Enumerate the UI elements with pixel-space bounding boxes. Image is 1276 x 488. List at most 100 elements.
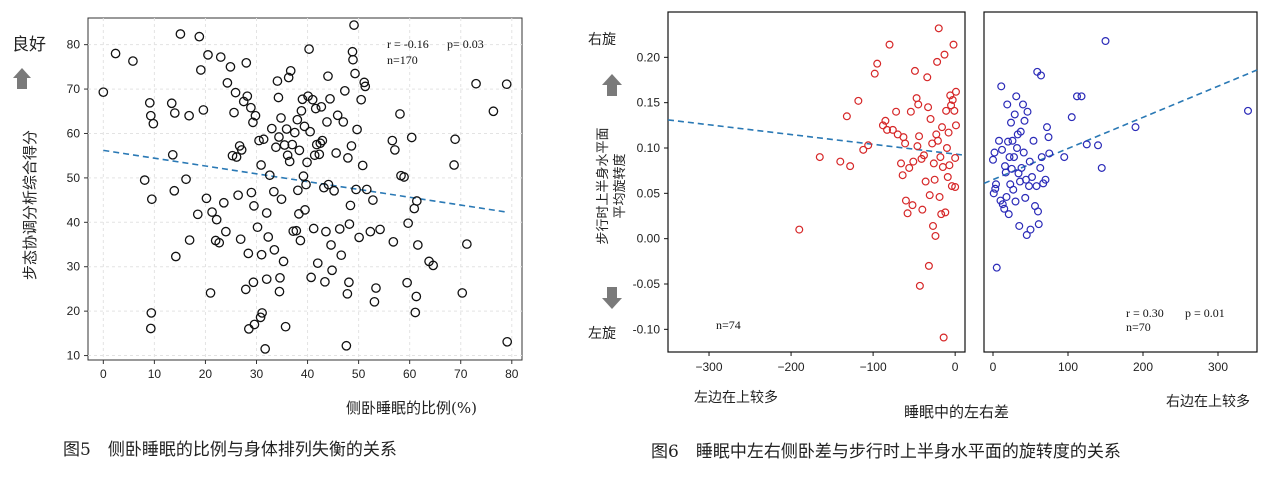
fig5-data-point (285, 66, 296, 76)
fig6-left-data-point (846, 162, 855, 171)
fig6-left-plot-area (667, 11, 966, 353)
fig5-data-point (250, 110, 261, 121)
fig6-caption: 图6 睡眠中左右侧卧差与步行时上半身水平面的旋转度的关系 (651, 442, 1121, 462)
fig5-data-point (221, 226, 231, 237)
fig6-left-data-point (905, 163, 914, 172)
fig5-data-point (323, 71, 333, 82)
fig6-left-data-point (873, 59, 882, 68)
fig5-x-axis-label: 侧卧睡眠的比例(%) (346, 399, 477, 417)
fig5-data-point (457, 288, 468, 298)
fig5-data-point (144, 97, 155, 108)
fig5-data-point (365, 226, 376, 237)
fig5-data-point (350, 68, 360, 79)
fig5-data-point (215, 52, 226, 62)
fig5-data-point (462, 239, 472, 249)
fig6-left-data-point (926, 114, 935, 123)
fig5-data-point (310, 103, 321, 114)
fig6-left-data-point (933, 57, 942, 66)
fig6-left-data-point (925, 191, 934, 200)
fig6-left-data-point (938, 123, 947, 132)
fig5-data-point (284, 156, 295, 167)
fig5-data-point (181, 174, 191, 185)
fig5-data-point (329, 185, 339, 196)
fig6-left-data-point (909, 157, 918, 166)
fig6-left-data-point (915, 132, 924, 141)
fig6-left-data-point (951, 182, 960, 191)
fig5-data-point (317, 135, 328, 146)
fig5-data-point (233, 190, 243, 201)
fig5-x-tick-label: 20 (199, 367, 213, 381)
fig6-left-data-point (942, 144, 951, 153)
fig6-right-data-point (1011, 197, 1020, 206)
fig5-data-point (249, 319, 260, 330)
fig6-left-data-point (919, 151, 928, 160)
fig6-right-data-point (991, 180, 1000, 189)
fig6-right-data-point (1020, 116, 1029, 125)
fig5-data-point (271, 142, 281, 153)
fig6-right-data-point (1008, 136, 1017, 145)
fig5-data-point (294, 145, 305, 156)
fig6-left-data-point (948, 95, 957, 104)
fig5-data-point (248, 117, 258, 128)
fig5-data-point (246, 187, 257, 198)
fig6-right-data-point (1042, 123, 1051, 132)
fig5-data-point (287, 139, 298, 150)
fig6-left-data-point (881, 116, 890, 125)
fig5-data-point (207, 207, 217, 217)
fig5-data-point (320, 276, 330, 287)
fig6-left-x-tick-label: −100 (860, 360, 887, 374)
fig6-right-data-point (1022, 231, 1031, 240)
fig5-data-point (169, 108, 180, 118)
fig6-left-data-point (934, 24, 943, 33)
fig5-data-point (272, 76, 283, 86)
fig6-right-stat-p: p = 0.01 (1185, 306, 1225, 320)
fig6-left-data-point (859, 145, 868, 154)
fig5-data-point (148, 118, 159, 129)
fig6-right-data-point (1024, 182, 1033, 191)
fig6-left-x-tick-label: −300 (696, 360, 723, 374)
fig5-x-tick-label: 60 (403, 367, 417, 381)
fig6-left-data-point (897, 159, 906, 168)
fig5-trend-line (103, 149, 507, 213)
fig5-data-point (261, 208, 272, 218)
fig5-data-point (276, 194, 287, 205)
fig6-right-data-point (1021, 193, 1030, 202)
fig5-data-point (175, 29, 186, 39)
fig5-data-point (167, 149, 178, 160)
fig5-data-point (269, 244, 280, 255)
fig5-data-point (235, 234, 246, 245)
fig6-right-data-point (1093, 141, 1102, 150)
fig5-data-point (240, 284, 251, 295)
fig5-data-point (198, 105, 209, 115)
fig5-data-point (428, 260, 439, 271)
fig5-data-point (256, 160, 266, 170)
fig5-data-point (412, 240, 423, 250)
fig5-data-point (369, 296, 380, 307)
fig5-data-point (305, 126, 315, 137)
fig6-right-data-point (994, 136, 1003, 145)
fig5-data-point (278, 256, 289, 267)
fig6-right-data-point (1082, 140, 1091, 149)
fig5-data-point (184, 110, 194, 121)
fig5-data-point (304, 44, 314, 54)
fig6-right-data-point (998, 200, 1007, 209)
fig6-left-data-point (941, 208, 950, 217)
fig5-data-point (255, 312, 266, 323)
fig6-right-data-point (1243, 106, 1252, 115)
fig6-left-data-point (935, 192, 944, 201)
fig5-data-point (260, 344, 271, 354)
fig6-right-data-point (1004, 210, 1013, 219)
fig5-data-point (146, 194, 157, 205)
fig5-data-point (356, 94, 367, 105)
fig6-right-data-point (1007, 164, 1016, 173)
fig6-right-data-point (1067, 113, 1076, 122)
fig6-right-data-point (1003, 100, 1012, 109)
fig6-left-n: n=74 (716, 318, 741, 332)
fig5-data-point (225, 62, 236, 72)
fig5-data-point (411, 196, 422, 206)
fig6-left-data-point (903, 209, 912, 218)
fig5-data-point (346, 141, 357, 151)
fig6-left-data-point (908, 201, 917, 210)
fig5-y-tick-label: 50 (67, 171, 81, 185)
fig5-ticks: 0 10 20 30 40 50 60 70 80 10 20 30 40 50 60 70 80 (67, 38, 519, 381)
